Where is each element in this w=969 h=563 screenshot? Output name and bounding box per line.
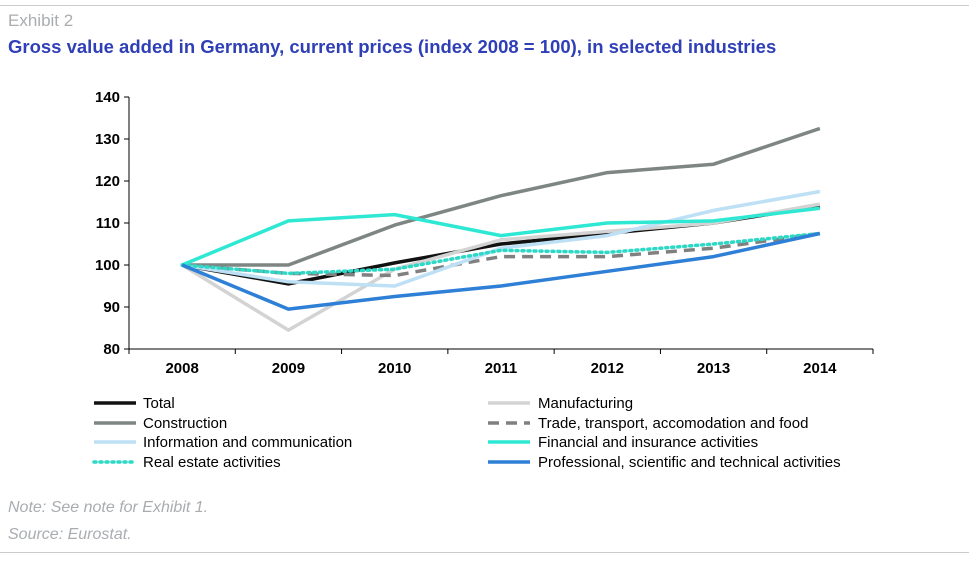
y-tick-label: 100 xyxy=(95,257,120,274)
chart-title: Gross value added in Germany, current pr… xyxy=(8,36,777,57)
series-line-2 xyxy=(181,202,821,332)
legend-label-2: Manufacturing xyxy=(538,395,633,412)
legend-label-3: Construction xyxy=(143,415,227,432)
x-tick-label: 2013 xyxy=(697,360,730,377)
x-tick-label: 2014 xyxy=(803,360,837,377)
legend-label-6: Financial and insurance activities xyxy=(538,434,758,451)
y-tick-label: 110 xyxy=(96,215,120,232)
x-tick-label: 2008 xyxy=(165,360,198,377)
series-line-7 xyxy=(180,231,822,276)
legend-label-1: Total xyxy=(143,395,175,412)
source-text: Source: Eurostat. xyxy=(8,526,132,543)
legend-label-7: Real estate activities xyxy=(143,454,281,471)
y-tick-label: 120 xyxy=(95,173,120,190)
x-tick-label: 2011 xyxy=(485,360,518,377)
top-divider xyxy=(0,5,969,6)
y-tick-label: 80 xyxy=(103,341,120,358)
series-line-6 xyxy=(181,206,821,267)
series-line-3 xyxy=(182,126,821,267)
series-line-5 xyxy=(181,189,821,288)
bottom-divider xyxy=(0,552,969,553)
y-tick-label: 140 xyxy=(95,89,120,106)
legend-label-4: Trade, transport, accomodation and food xyxy=(538,415,808,432)
legend-label-5: Information and communication xyxy=(143,434,352,451)
x-tick-label: 2009 xyxy=(272,360,305,377)
series-line-8 xyxy=(181,231,821,311)
x-tick-label: 2010 xyxy=(378,360,411,377)
exhibit-label: Exhibit 2 xyxy=(8,11,74,30)
y-tick-label: 130 xyxy=(95,131,120,148)
legend-label-8: Professional, scientific and technical a… xyxy=(538,454,841,471)
x-tick-label: 2012 xyxy=(591,360,624,377)
y-tick-label: 90 xyxy=(103,299,120,316)
note-text: Note: See note for Exhibit 1. xyxy=(8,499,209,516)
